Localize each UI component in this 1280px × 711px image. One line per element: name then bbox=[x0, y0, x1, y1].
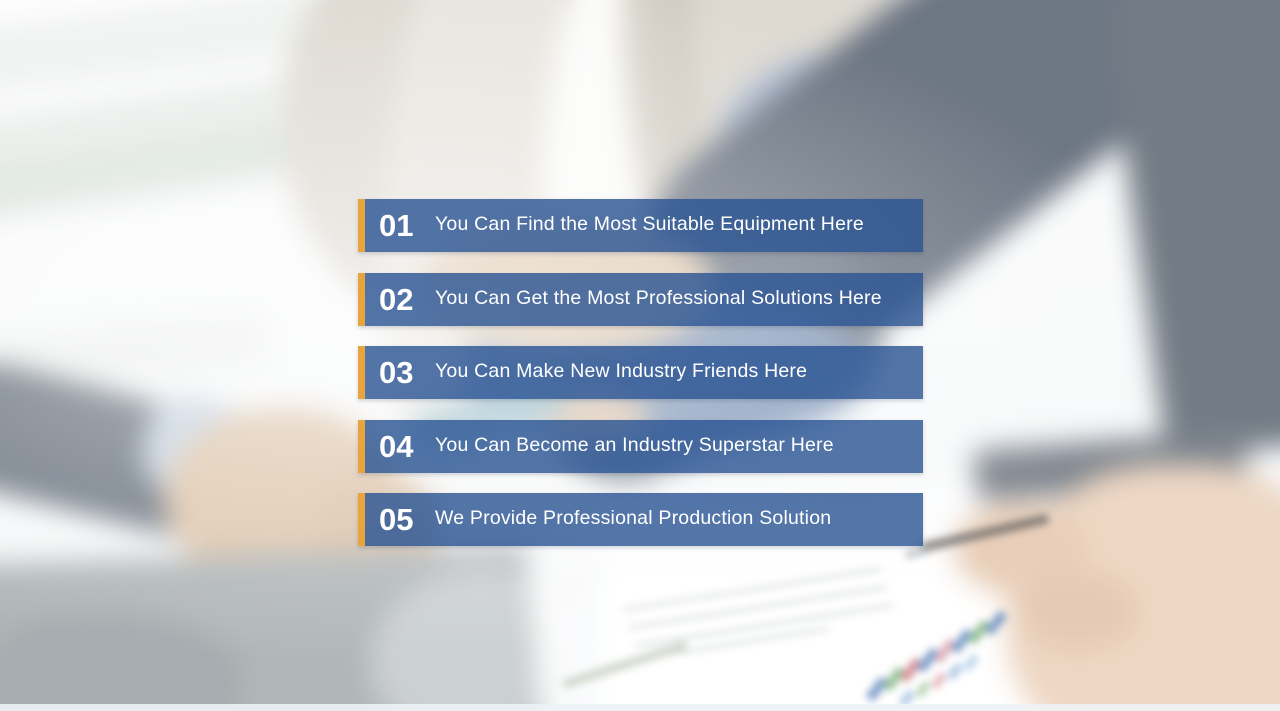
item-number: 02 bbox=[379, 282, 414, 317]
item-number: 04 bbox=[379, 429, 414, 464]
item-number: 03 bbox=[379, 355, 414, 390]
item-label: You Can Become an Industry Superstar Her… bbox=[435, 434, 834, 456]
item-label: You Can Make New Industry Friends Here bbox=[435, 360, 808, 382]
list-item-05: 05 We Provide Professional Production So… bbox=[358, 493, 923, 546]
list-item-04: 04 You Can Become an Industry Superstar … bbox=[358, 420, 923, 473]
item-label: You Can Get the Most Professional Soluti… bbox=[435, 287, 882, 309]
list-item-01: 01 You Can Find the Most Suitable Equipm… bbox=[358, 199, 923, 252]
item-number: 05 bbox=[379, 502, 414, 537]
accent-bar bbox=[358, 420, 365, 473]
list-item-03: 03 You Can Make New Industry Friends Her… bbox=[358, 346, 923, 399]
item-label: We Provide Professional Production Solut… bbox=[435, 507, 832, 529]
item-number: 01 bbox=[379, 208, 414, 243]
list-item-02: 02 You Can Get the Most Professional Sol… bbox=[358, 273, 923, 326]
accent-bar bbox=[358, 273, 365, 326]
accent-bar bbox=[358, 199, 365, 252]
accent-bar bbox=[358, 493, 365, 546]
accent-bar bbox=[358, 346, 365, 399]
item-label: You Can Find the Most Suitable Equipment… bbox=[435, 213, 864, 235]
photo-bottom-strip bbox=[0, 704, 1280, 711]
